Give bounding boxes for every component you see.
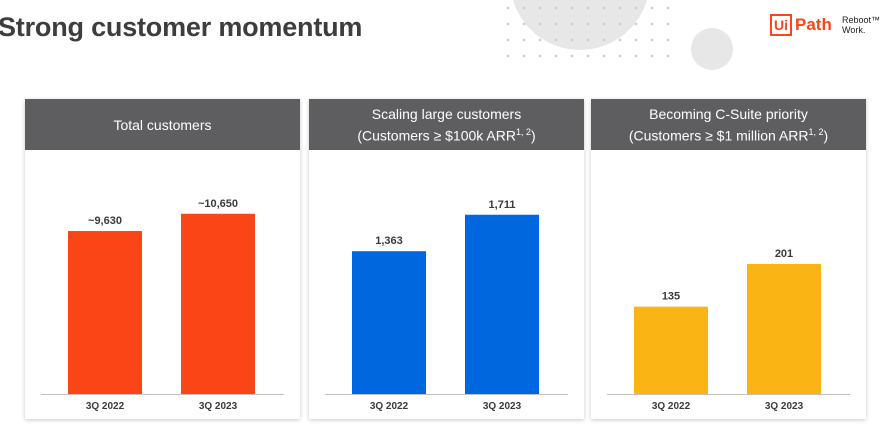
logo-mark: Ui	[770, 14, 792, 36]
panel-total-customers: Total customers ~9,630 3Q 2022 ~10,650 3Q 2…	[25, 99, 300, 419]
bar-1	[634, 306, 708, 394]
data-label: 1,711	[489, 199, 516, 211]
bar-1	[68, 231, 142, 394]
x-tick-label: 3Q 2022	[86, 401, 125, 412]
page-title: Strong customer momentum	[0, 12, 363, 42]
panel-csuite-priority: Becoming C-Suite priority (Customers ≥ $…	[591, 99, 866, 419]
panel-subtitle: (Customers ≥ $1 million ARR1, 2)	[628, 126, 829, 144]
data-label: ~9,630	[88, 215, 122, 227]
data-label: ~10,650	[198, 198, 238, 210]
decorative-circle-small	[691, 28, 733, 70]
panel-title: Becoming C-Suite priority	[649, 105, 808, 122]
bar-2	[181, 213, 255, 394]
panel-header: Total customers	[25, 99, 300, 150]
x-tick-label: 3Q 2022	[370, 401, 409, 412]
panel-large-customers: Scaling large customers (Customers ≥ $10…	[309, 99, 584, 419]
logo-wordmark: Path	[795, 15, 832, 34]
panel-title: Total customers	[113, 116, 212, 133]
bar-1	[352, 251, 426, 394]
bar-2	[465, 214, 539, 394]
panel-header: Becoming C-Suite priority (Customers ≥ $…	[591, 99, 866, 150]
panel-header: Scaling large customers (Customers ≥ $10…	[309, 99, 584, 150]
bar-chart-total-customers: ~9,630 3Q 2022 ~10,650 3Q 2023	[41, 198, 284, 412]
bar-2	[747, 263, 821, 394]
panel-subtitle: (Customers ≥ $100k ARR1, 2)	[357, 126, 536, 144]
x-tick-label: 3Q 2023	[199, 401, 238, 412]
x-tick-label: 3Q 2022	[652, 401, 691, 412]
data-label: 1,363	[375, 235, 403, 247]
decorative-dots	[506, 6, 670, 58]
logo-tagline: Reboot™ Work.	[842, 15, 881, 35]
x-tick-label: 3Q 2023	[765, 401, 804, 412]
x-tick-label: 3Q 2023	[483, 401, 522, 412]
bar-chart-large-customers: 1,363 3Q 2022 1,711 3Q 2023	[325, 199, 568, 412]
bar-chart-csuite-priority: 135 3Q 2022 201 3Q 2023	[607, 248, 850, 412]
panel-title: Scaling large customers	[371, 105, 522, 122]
data-label: 135	[662, 291, 680, 303]
decorative-circle-large	[512, 0, 648, 50]
data-label: 201	[775, 248, 793, 260]
